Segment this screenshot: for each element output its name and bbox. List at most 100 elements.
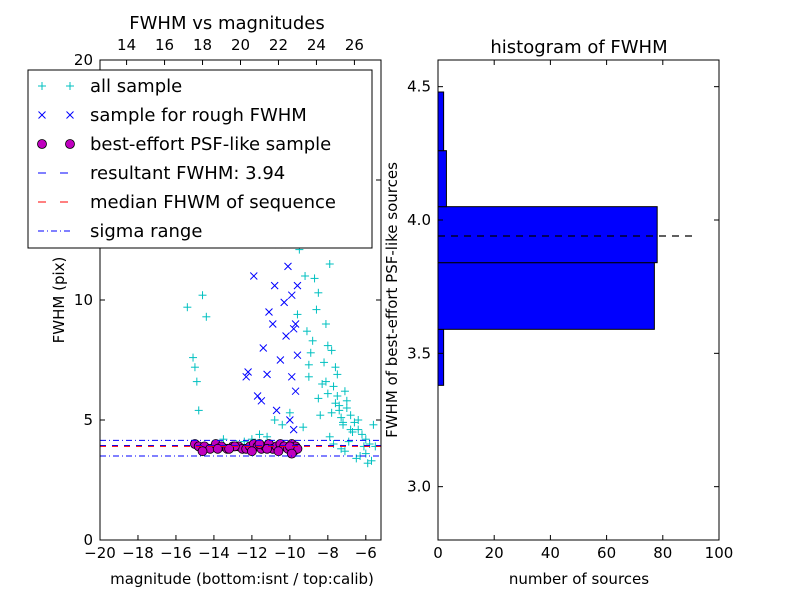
histogram-bar — [437, 206, 658, 264]
point-plus-0 — [301, 272, 310, 280]
legend-box — [27, 69, 373, 249]
point-plus-0 — [346, 411, 355, 420]
point-x-1 — [293, 281, 302, 290]
x-tick-label: −8 — [317, 544, 339, 562]
x-tick-label: 100 — [705, 544, 734, 562]
point-x-1 — [257, 396, 266, 405]
point-plus-0 — [342, 396, 351, 405]
point-x-1 — [291, 387, 300, 396]
y-tick-label: 20 — [74, 51, 93, 69]
point-plus-0 — [189, 353, 198, 362]
legend-label-1: sample for rough FWHM — [90, 105, 307, 126]
x-tick-label: 0 — [433, 544, 443, 562]
point-plus-0 — [302, 327, 311, 336]
point-plus-0 — [333, 370, 342, 379]
histogram-bar — [437, 91, 445, 152]
point-plus-0 — [369, 420, 378, 429]
point-plus-0 — [312, 305, 321, 314]
legend-marker-0 — [38, 82, 46, 90]
top-tick-label: 20 — [231, 36, 250, 54]
point-plus-0 — [314, 394, 323, 403]
point-plus-0 — [346, 425, 355, 434]
x-tick-label: 60 — [597, 544, 616, 562]
legend-marker-0 — [66, 82, 74, 90]
point-plus-0 — [316, 411, 325, 420]
point-plus-0 — [293, 310, 302, 319]
histogram-bar — [437, 262, 655, 330]
point-circle-2 — [212, 443, 223, 454]
scatter-y-axis-label: FWHM (pix) — [50, 257, 68, 344]
point-plus-0 — [354, 416, 363, 424]
point-x-1 — [265, 308, 273, 316]
x-tick-label: 40 — [541, 544, 560, 562]
point-x-1 — [244, 368, 252, 376]
point-plus-0 — [308, 336, 317, 345]
point-x-1 — [286, 416, 294, 424]
point-circle-2 — [197, 446, 208, 457]
point-x-1 — [259, 344, 268, 352]
point-plus-0 — [304, 372, 313, 381]
point-plus-0 — [310, 274, 319, 283]
point-x-1 — [242, 372, 251, 381]
point-x-1 — [293, 351, 302, 360]
point-x-1 — [289, 324, 298, 333]
point-x-1 — [253, 392, 262, 400]
point-plus-0 — [194, 406, 203, 415]
point-x-1 — [272, 406, 281, 415]
point-circle-2 — [273, 446, 284, 457]
point-x-1 — [289, 425, 298, 434]
histogram-y-axis-label: FWHM of best-effort PSF-like sources — [383, 162, 401, 438]
point-x-1 — [282, 332, 290, 340]
y-tick-label: 4.0 — [407, 211, 431, 229]
point-plus-0 — [304, 360, 313, 369]
y-tick-label: 10 — [74, 291, 93, 309]
point-plus-0 — [340, 387, 349, 396]
x-tick-label: 80 — [653, 544, 672, 562]
point-plus-0 — [306, 348, 315, 357]
point-plus-0 — [321, 377, 330, 386]
scatter-title: FWHM vs magnitudes — [129, 13, 324, 34]
legend-label-4: median FHWM of sequence — [90, 192, 336, 213]
point-plus-0 — [299, 423, 308, 432]
legend-marker-2 — [37, 139, 47, 149]
top-tick-label: 14 — [117, 36, 136, 54]
point-plus-0 — [323, 341, 332, 350]
point-plus-0 — [198, 291, 207, 300]
point-plus-0 — [331, 399, 340, 408]
histogram-title: histogram of FWHM — [490, 37, 667, 58]
point-plus-0 — [344, 437, 353, 446]
legend-marker-1 — [38, 111, 46, 119]
point-plus-0 — [340, 447, 349, 456]
point-plus-0 — [325, 432, 334, 441]
point-plus-0 — [263, 432, 272, 441]
point-plus-0 — [314, 288, 323, 297]
histogram-bar — [437, 328, 445, 386]
point-plus-0 — [190, 363, 199, 372]
point-x-1 — [280, 298, 289, 307]
top-tick-label: 24 — [307, 36, 326, 54]
x-tick-label: −18 — [122, 544, 154, 562]
point-x-1 — [284, 262, 292, 271]
point-plus-0 — [278, 420, 287, 429]
point-plus-0 — [192, 377, 201, 386]
scatter-plot-area — [100, 75, 381, 468]
y-tick-label: 3.5 — [407, 344, 431, 362]
point-x-1 — [287, 372, 296, 381]
point-plus-0 — [183, 303, 192, 312]
point-circle-2 — [224, 443, 235, 454]
point-plus-0 — [270, 416, 279, 424]
histogram-plot-area — [437, 91, 697, 386]
point-x-1 — [291, 320, 300, 328]
point-circle-2 — [246, 446, 257, 457]
x-tick-label: −14 — [198, 544, 230, 562]
point-circle-2 — [286, 448, 297, 459]
legend-label-0: all sample — [90, 76, 182, 97]
point-plus-0 — [321, 320, 330, 328]
top-tick-label: 16 — [155, 36, 174, 54]
point-plus-0 — [339, 418, 348, 427]
point-plus-0 — [329, 382, 338, 391]
x-tick-label: −6 — [355, 544, 377, 562]
histogram-axes-frame — [437, 59, 720, 541]
